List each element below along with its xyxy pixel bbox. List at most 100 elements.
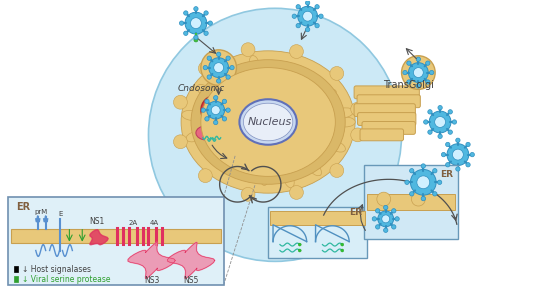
Circle shape (198, 169, 213, 183)
Circle shape (445, 163, 450, 167)
Circle shape (382, 215, 390, 223)
Circle shape (426, 80, 430, 84)
Polygon shape (128, 242, 175, 279)
Circle shape (173, 95, 187, 109)
Circle shape (351, 102, 364, 116)
Ellipse shape (327, 140, 346, 152)
Circle shape (204, 11, 208, 15)
Circle shape (466, 163, 470, 167)
Circle shape (428, 110, 432, 114)
Circle shape (194, 38, 198, 42)
FancyBboxPatch shape (360, 129, 404, 141)
Circle shape (214, 96, 218, 100)
Text: 2A: 2A (128, 220, 137, 226)
Ellipse shape (334, 108, 353, 118)
Circle shape (194, 7, 198, 11)
Circle shape (403, 71, 407, 75)
Text: ER: ER (349, 208, 362, 217)
Circle shape (416, 84, 421, 88)
Bar (11, 229, 221, 242)
Circle shape (290, 45, 304, 58)
Circle shape (305, 1, 310, 5)
Ellipse shape (207, 144, 224, 159)
Circle shape (216, 79, 221, 83)
Circle shape (201, 50, 236, 86)
Circle shape (395, 217, 399, 221)
Circle shape (456, 138, 460, 142)
Ellipse shape (181, 51, 355, 193)
Circle shape (456, 167, 460, 171)
Polygon shape (90, 230, 108, 245)
Circle shape (226, 56, 230, 60)
Text: NS3: NS3 (144, 276, 159, 285)
Circle shape (429, 71, 434, 75)
Circle shape (410, 168, 414, 173)
Circle shape (148, 8, 401, 261)
Text: ↓ Host signalases: ↓ Host signalases (22, 265, 91, 274)
Ellipse shape (191, 60, 345, 184)
Circle shape (230, 65, 234, 70)
Circle shape (377, 192, 391, 206)
Text: Cndosomc: Cndosomc (177, 84, 225, 93)
Bar (270, 211, 365, 225)
Ellipse shape (306, 160, 321, 176)
Circle shape (194, 35, 198, 40)
Circle shape (405, 180, 409, 184)
Bar (14, 266, 18, 272)
Circle shape (208, 21, 213, 25)
Circle shape (198, 62, 213, 75)
Circle shape (410, 192, 414, 196)
Circle shape (372, 217, 376, 221)
Text: Nucleus: Nucleus (248, 117, 292, 127)
Circle shape (401, 56, 435, 89)
Circle shape (416, 57, 421, 61)
Circle shape (442, 152, 445, 157)
Circle shape (315, 5, 319, 9)
Ellipse shape (273, 61, 283, 81)
Circle shape (438, 105, 442, 110)
Text: NS1: NS1 (89, 217, 105, 226)
Circle shape (179, 21, 184, 25)
Ellipse shape (222, 63, 237, 80)
Circle shape (470, 152, 474, 157)
Ellipse shape (250, 55, 260, 75)
Circle shape (384, 205, 388, 210)
Circle shape (298, 6, 317, 26)
Circle shape (426, 61, 430, 65)
Ellipse shape (235, 156, 247, 174)
Circle shape (241, 43, 255, 57)
Circle shape (448, 110, 453, 114)
FancyBboxPatch shape (354, 104, 416, 116)
FancyBboxPatch shape (354, 86, 420, 99)
Circle shape (351, 128, 364, 142)
Circle shape (201, 108, 205, 112)
Circle shape (319, 14, 323, 18)
Circle shape (391, 225, 396, 229)
Ellipse shape (182, 110, 201, 121)
Circle shape (433, 168, 437, 173)
Circle shape (207, 75, 211, 79)
Circle shape (203, 65, 208, 70)
Circle shape (207, 56, 211, 60)
FancyBboxPatch shape (358, 113, 416, 125)
Circle shape (207, 101, 225, 119)
Circle shape (341, 243, 344, 246)
Bar (14, 276, 18, 282)
Circle shape (190, 18, 201, 29)
Circle shape (211, 106, 220, 114)
Text: 4A: 4A (150, 220, 159, 226)
Ellipse shape (201, 68, 335, 176)
Text: NS5: NS5 (183, 276, 199, 285)
Circle shape (315, 23, 319, 28)
Circle shape (438, 134, 442, 138)
Text: ER: ER (16, 202, 30, 212)
Circle shape (204, 31, 208, 36)
Ellipse shape (197, 84, 214, 98)
Circle shape (466, 142, 470, 147)
Circle shape (201, 95, 231, 125)
FancyBboxPatch shape (362, 121, 416, 134)
Circle shape (445, 142, 450, 147)
Circle shape (391, 209, 396, 213)
Circle shape (411, 192, 425, 206)
Ellipse shape (319, 89, 336, 103)
